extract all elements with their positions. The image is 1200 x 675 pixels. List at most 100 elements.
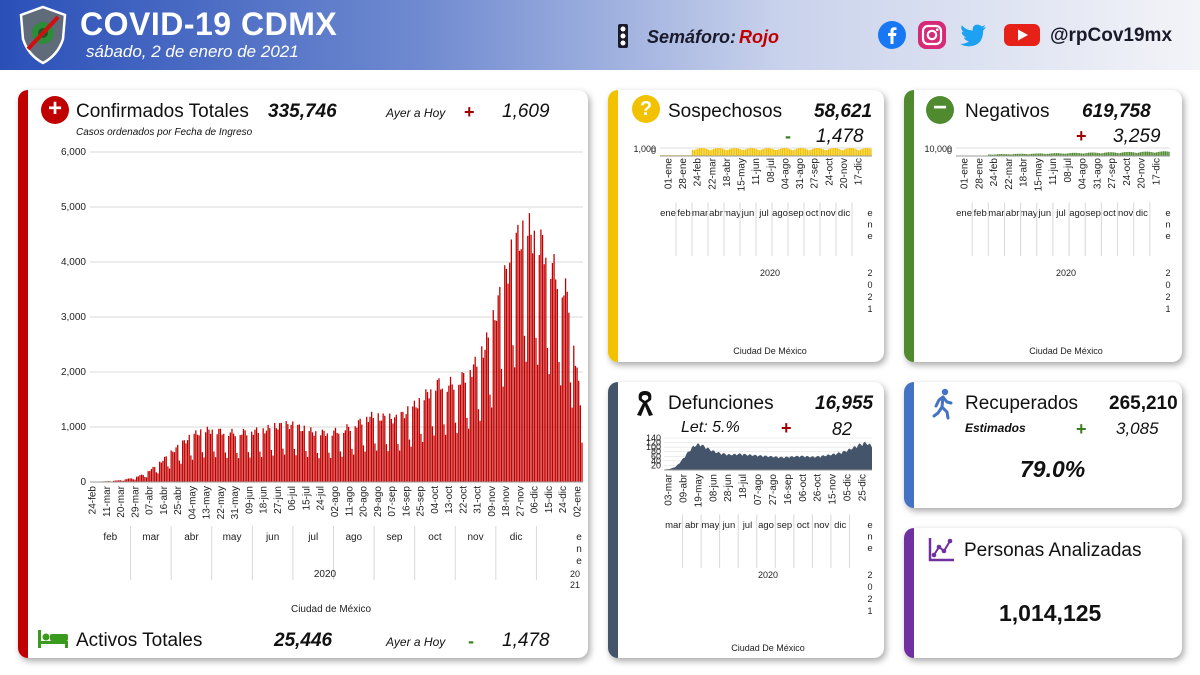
y-tick-label: 3,000 bbox=[61, 312, 86, 323]
bar bbox=[1111, 152, 1113, 156]
instagram-icon[interactable] bbox=[917, 20, 947, 50]
bar bbox=[244, 430, 246, 482]
bar bbox=[787, 148, 789, 156]
x-tick-label: 08-jun bbox=[708, 474, 719, 502]
month-label: jul bbox=[307, 532, 318, 543]
social-handle[interactable]: @rpCov19mx bbox=[1050, 25, 1173, 46]
x-tick-label: 16-sep bbox=[401, 486, 412, 517]
bar bbox=[180, 463, 182, 482]
bar bbox=[486, 332, 488, 482]
bar bbox=[132, 479, 135, 482]
bar bbox=[303, 425, 305, 482]
y-tick-label: 100 bbox=[646, 442, 661, 452]
bar bbox=[185, 443, 187, 482]
bar bbox=[203, 457, 205, 482]
bar bbox=[418, 398, 420, 482]
bar bbox=[1155, 152, 1158, 156]
bar bbox=[750, 148, 752, 156]
bar bbox=[1093, 152, 1095, 156]
bar bbox=[297, 424, 299, 482]
sospechosos-card: ? Sospechosos 58,621 - 1,478 1,000 0 01-en… bbox=[608, 90, 884, 362]
x-tick-label: 11-ago bbox=[344, 486, 355, 517]
bar bbox=[718, 148, 720, 156]
recuperados-value: 265,210 bbox=[1109, 393, 1178, 414]
bar bbox=[563, 295, 565, 482]
month-label: ago bbox=[758, 520, 774, 531]
bar bbox=[1086, 152, 1088, 156]
bar bbox=[177, 444, 179, 482]
bar bbox=[1130, 152, 1133, 156]
bar bbox=[774, 150, 777, 156]
x-tick-label: 06-dic bbox=[530, 486, 541, 513]
month-label: mar bbox=[142, 532, 160, 543]
month-label: dic bbox=[834, 520, 846, 531]
defunciones-card: Defunciones 16,955 Let: 5.% + 82 140 120 1… bbox=[608, 382, 884, 658]
question-icon: ? bbox=[632, 95, 660, 123]
month-label: ago bbox=[1069, 208, 1085, 219]
bar bbox=[190, 455, 192, 482]
youtube-icon[interactable] bbox=[1003, 20, 1041, 50]
bar bbox=[264, 433, 266, 482]
x-tick-label: 04-ago bbox=[1078, 158, 1089, 190]
defunciones-label: Defunciones bbox=[668, 393, 774, 414]
bar bbox=[776, 149, 779, 156]
bar bbox=[819, 148, 821, 156]
month-label: e bbox=[867, 520, 872, 531]
bar bbox=[543, 264, 545, 482]
bar bbox=[785, 148, 787, 156]
bar bbox=[444, 434, 447, 482]
bar bbox=[1066, 153, 1068, 156]
x-tick-label: 27-sep bbox=[810, 158, 821, 189]
bar bbox=[142, 474, 144, 482]
x-tick-label: 11-mar bbox=[102, 485, 113, 517]
bar bbox=[1139, 152, 1142, 156]
bar bbox=[739, 149, 741, 156]
bar bbox=[152, 466, 154, 482]
year-label: 1 bbox=[867, 606, 872, 616]
bar bbox=[265, 430, 268, 482]
card-accent-bar bbox=[608, 90, 618, 362]
bar bbox=[228, 435, 230, 482]
month-label: dic bbox=[838, 208, 850, 219]
bar bbox=[343, 432, 345, 482]
x-tick-label: 15-nov bbox=[828, 474, 839, 505]
bar bbox=[1162, 151, 1165, 156]
bar bbox=[351, 448, 353, 482]
bar bbox=[305, 451, 307, 482]
negativos-value: 619,758 bbox=[1082, 101, 1151, 122]
bar bbox=[497, 295, 499, 482]
bar bbox=[218, 428, 220, 482]
bar bbox=[1055, 153, 1058, 156]
x-tick-label: 18-jul bbox=[738, 474, 749, 498]
bar bbox=[836, 148, 839, 156]
bar bbox=[1098, 153, 1101, 156]
bar bbox=[1116, 152, 1118, 156]
bar bbox=[691, 149, 694, 156]
twitter-icon[interactable] bbox=[958, 20, 988, 50]
year-label: 2 bbox=[867, 292, 872, 302]
year-label: 2 bbox=[867, 594, 872, 604]
bar bbox=[236, 452, 238, 482]
month-label: e bbox=[576, 532, 582, 543]
x-tick-label: 24-feb bbox=[693, 158, 704, 187]
month-label: sep bbox=[777, 520, 792, 531]
month-label: mar bbox=[988, 208, 1004, 219]
bar bbox=[221, 434, 223, 482]
bar bbox=[1114, 152, 1117, 156]
bar bbox=[216, 434, 218, 482]
x-axis-title: Ciudad De México bbox=[731, 643, 805, 653]
bar bbox=[412, 406, 414, 482]
bar bbox=[206, 426, 208, 482]
x-tick-label: 25-abr bbox=[173, 485, 184, 515]
bar bbox=[1096, 152, 1099, 156]
bar bbox=[178, 460, 181, 482]
bar bbox=[1087, 152, 1090, 156]
card-accent-bar bbox=[608, 382, 618, 658]
sospechosos-delta: 1,478 bbox=[816, 126, 864, 147]
month-label: sep bbox=[1086, 208, 1101, 219]
bar bbox=[1029, 154, 1031, 156]
bar bbox=[713, 148, 715, 156]
bar bbox=[528, 213, 531, 482]
facebook-icon[interactable] bbox=[877, 20, 907, 50]
